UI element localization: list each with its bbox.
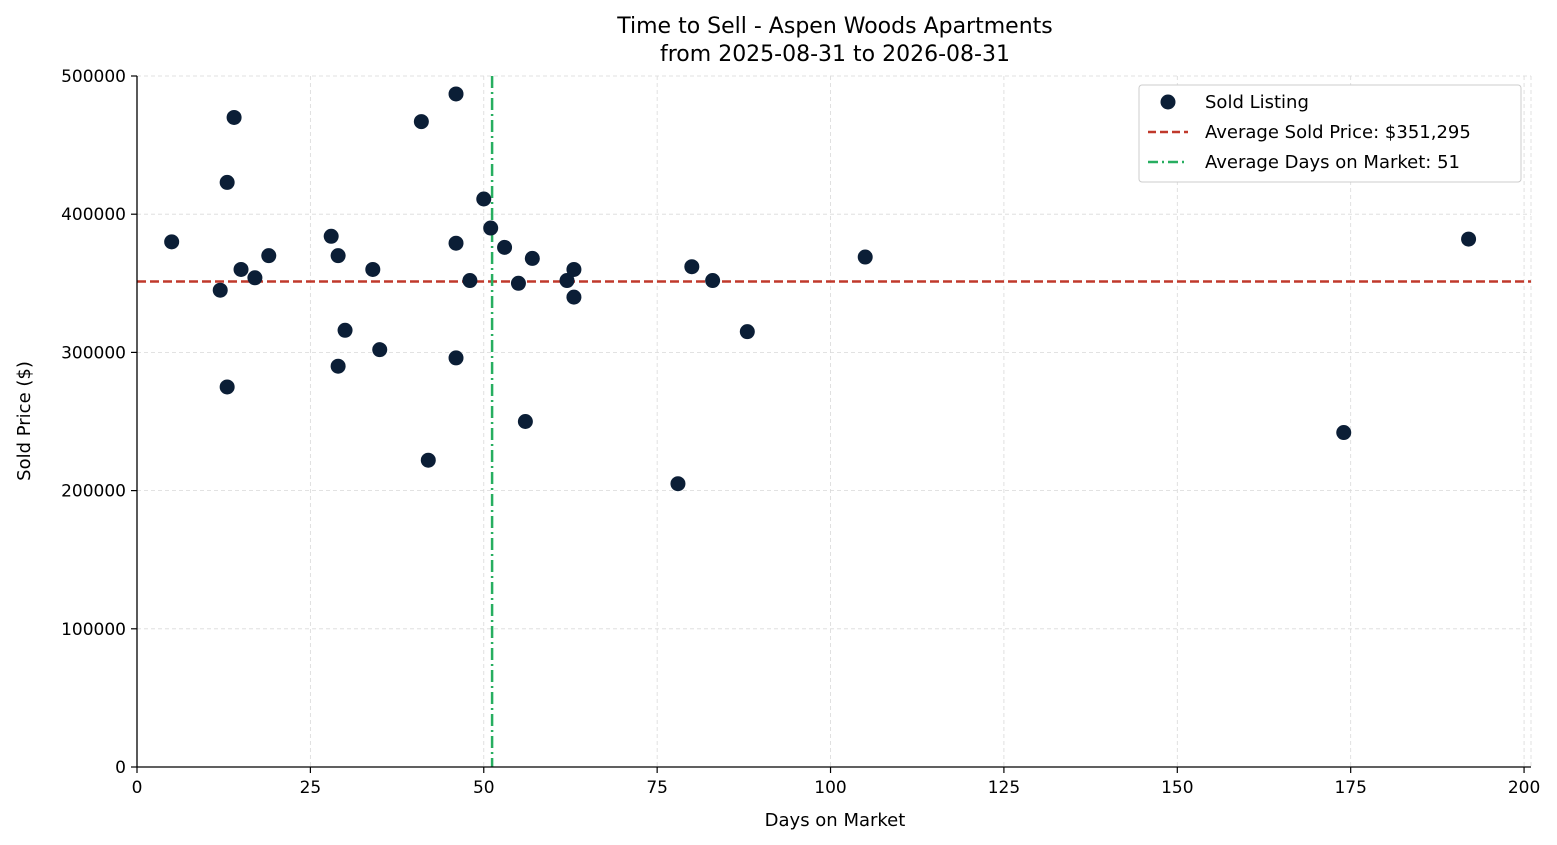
data-point xyxy=(517,414,533,429)
x-axis-label: Days on Market xyxy=(765,810,906,831)
data-point xyxy=(212,282,228,298)
data-point xyxy=(497,239,513,255)
data-point xyxy=(483,220,499,236)
data-point xyxy=(448,235,464,251)
legend-label-avg-days: Average Days on Market: 51 xyxy=(1205,152,1460,173)
x-tick-label: 25 xyxy=(300,778,322,798)
data-point xyxy=(559,273,575,289)
data-point xyxy=(476,191,492,207)
x-tick-label: 200 xyxy=(1508,778,1540,798)
x-tick-label: 100 xyxy=(814,778,846,798)
chart-subtitle: from 2025-08-31 to 2026-08-31 xyxy=(660,42,1010,67)
x-tick-label: 175 xyxy=(1334,778,1366,798)
data-point xyxy=(219,379,235,395)
axes xyxy=(136,76,1531,768)
data-point xyxy=(337,322,353,338)
y-axis-label: Sold Price ($) xyxy=(14,361,35,481)
x-tick-label: 150 xyxy=(1161,778,1193,798)
data-point xyxy=(448,86,464,102)
data-point xyxy=(233,261,249,277)
y-tick-label: 200000 xyxy=(61,482,126,502)
data-point xyxy=(857,249,873,265)
x-ticks: 0 25 50 75 100 125 150 175 200 xyxy=(132,767,1540,798)
data-point xyxy=(372,342,388,358)
x-tick-label: 75 xyxy=(646,778,668,798)
y-tick-label: 300000 xyxy=(61,343,126,363)
legend-label-sold-listing: Sold Listing xyxy=(1205,92,1309,113)
data-point xyxy=(420,452,436,468)
grid-lines xyxy=(137,75,1532,767)
legend: Sold Listing Average Sold Price: $351,29… xyxy=(1138,84,1522,183)
legend-box xyxy=(1138,84,1522,183)
data-point xyxy=(510,275,526,291)
reference-lines xyxy=(137,76,1531,767)
data-point xyxy=(1336,425,1352,441)
data-point xyxy=(566,261,582,277)
x-tick-label: 50 xyxy=(473,778,495,798)
data-point xyxy=(413,114,429,130)
y-tick-label: 400000 xyxy=(61,205,126,225)
data-point xyxy=(705,273,721,289)
legend-label-avg-price: Average Sold Price: $351,295 xyxy=(1205,122,1471,143)
data-point xyxy=(261,248,277,264)
data-point xyxy=(670,476,686,492)
y-tick-label: 500000 xyxy=(61,67,126,87)
legend-marker-sold-listing xyxy=(1160,94,1176,110)
data-point xyxy=(247,270,263,286)
data-point xyxy=(1461,231,1477,247)
y-tick-label: 100000 xyxy=(61,620,126,640)
data-point xyxy=(365,261,381,277)
x-tick-label: 0 xyxy=(132,778,143,798)
data-point xyxy=(462,273,478,289)
y-tick-label: 0 xyxy=(115,758,126,778)
data-point xyxy=(524,250,540,266)
data-point xyxy=(330,248,346,264)
data-point xyxy=(219,174,235,190)
data-point xyxy=(739,324,755,340)
chart-title: Time to Sell - Aspen Woods Apartments xyxy=(616,14,1052,39)
y-ticks: 0 100000 200000 300000 400000 500000 xyxy=(61,67,137,778)
data-point xyxy=(448,350,464,366)
data-point xyxy=(566,289,582,305)
data-point xyxy=(684,259,700,275)
data-point xyxy=(164,234,180,250)
data-point xyxy=(330,358,346,374)
data-points xyxy=(164,86,1477,492)
data-point xyxy=(226,109,242,125)
x-tick-label: 125 xyxy=(988,778,1020,798)
data-point xyxy=(323,228,339,244)
